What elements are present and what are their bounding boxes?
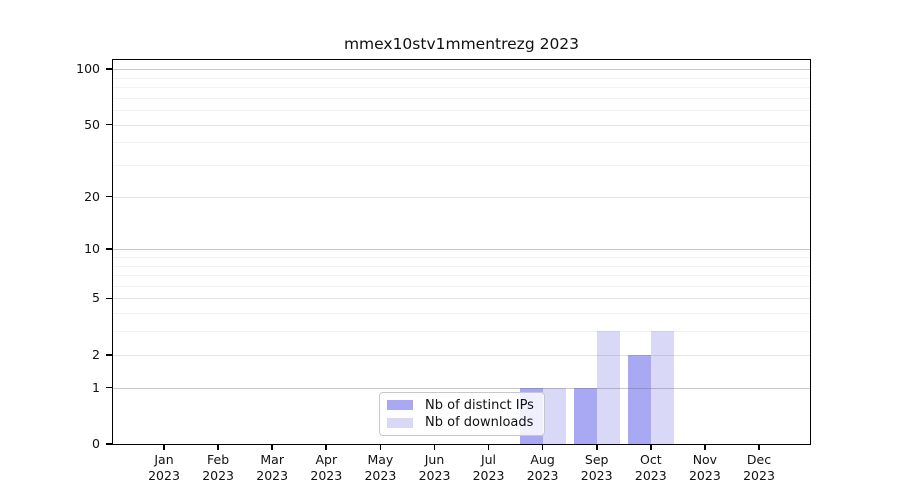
y-tick-label-5: 5	[92, 290, 100, 306]
x-tick-aug	[541, 444, 544, 450]
x-tick-label-sep: Sep 2023	[565, 452, 629, 483]
x-tick-label-year: 2023	[743, 467, 775, 483]
x-tick-sep	[595, 444, 598, 450]
plot-area: Nb of distinct IPs Nb of downloads	[112, 59, 811, 445]
bar-nb-of-downloads-aug	[542, 387, 566, 444]
y-tick-1	[106, 386, 113, 389]
gridline-10	[113, 249, 810, 251]
x-tick-label-year: 2023	[364, 467, 397, 483]
x-tick-label-may: May 2023	[348, 452, 412, 483]
gridline-minor-7	[113, 275, 810, 276]
x-tick-mar	[271, 444, 274, 450]
x-tick-may	[379, 444, 382, 450]
gridline-minor-9	[113, 256, 810, 258]
chart-title: mmex10stv1mmentrezg 2023	[343, 35, 580, 53]
x-tick-label-jul: Jul 2023	[457, 452, 521, 483]
x-tick-label-jan: Jan 2023	[132, 452, 196, 483]
x-tick-label-month: Apr	[315, 452, 338, 467]
y-tick-label-20: 20	[84, 188, 100, 204]
gridline-1	[113, 387, 810, 389]
gridline-2	[113, 354, 810, 356]
x-tick-label-month: Jun	[424, 452, 445, 467]
x-tick-label-dec: Dec 2023	[727, 452, 791, 483]
x-tick-label-year: 2023	[472, 467, 505, 483]
gridline-minor-70	[113, 97, 810, 99]
x-tick-label-month: Jul	[480, 452, 497, 467]
gridline-minor-3	[113, 331, 810, 333]
y-tick-label-2: 2	[92, 346, 100, 362]
y-tick-5	[106, 297, 113, 300]
bar-nb-of-distinct-ips-oct	[627, 354, 651, 444]
x-tick-label-year: 2023	[688, 467, 721, 483]
y-tick-10	[106, 248, 113, 250]
legend: Nb of distinct IPs Nb of downloads	[379, 392, 545, 436]
x-tick-feb	[217, 444, 219, 450]
x-tick-label-month: Dec	[746, 452, 772, 467]
y-tick-100	[106, 68, 113, 70]
x-tick-label-nov: Nov 2023	[673, 452, 737, 483]
x-tick-apr	[325, 444, 328, 450]
y-tick-label-10: 10	[84, 241, 100, 257]
x-tick-label-year: 2023	[256, 467, 289, 483]
x-tick-label-year: 2023	[580, 467, 613, 483]
x-tick-label-month: Feb	[207, 452, 230, 467]
gridline-minor-40	[113, 142, 810, 144]
bar-nb-of-distinct-ips-sep	[573, 387, 597, 444]
x-tick-oct	[649, 444, 652, 450]
x-tick-label-month: Aug	[530, 452, 555, 467]
gridline-minor-90	[113, 77, 810, 79]
x-tick-nov	[704, 444, 706, 450]
x-tick-label-feb: Feb 2023	[186, 452, 250, 483]
gridline-minor-8	[113, 265, 810, 267]
bar-nb-of-downloads-oct	[650, 331, 674, 444]
bar-nb-of-downloads-sep	[596, 331, 620, 444]
x-tick-label-year: 2023	[310, 467, 343, 483]
gridline-minor-4	[113, 313, 810, 315]
x-tick-label-month: Nov	[692, 452, 718, 467]
gridline-5	[113, 298, 810, 300]
y-tick-0	[106, 443, 113, 445]
x-tick-jan	[163, 444, 165, 450]
y-tick-label-50: 50	[84, 116, 100, 132]
gridline-minor-6	[113, 285, 810, 287]
gridline-20	[113, 196, 810, 198]
y-tick-label-1: 1	[92, 379, 100, 395]
legend-item-nb-of-downloads: Nb of downloads	[387, 415, 538, 430]
gridline-minor-80	[113, 86, 810, 88]
x-tick-label-month: Oct	[639, 452, 662, 467]
x-tick-jul	[487, 444, 490, 450]
x-tick-label-month: May	[367, 452, 394, 467]
y-tick-50	[106, 123, 113, 126]
x-tick-label-month: Jan	[154, 452, 174, 467]
gridline-100	[113, 69, 810, 70]
x-tick-dec	[758, 444, 760, 450]
x-tick-label-month: Mar	[260, 452, 284, 467]
gridline-50	[113, 124, 810, 126]
x-tick-label-year: 2023	[202, 467, 234, 483]
legend-item-nb-of-distinct-ips: Nb of distinct IPs	[387, 398, 538, 413]
x-tick-label-apr: Apr 2023	[294, 452, 358, 483]
x-tick-label-mar: Mar 2023	[240, 452, 304, 483]
x-tick-label-year: 2023	[418, 467, 451, 483]
x-tick-label-jun: Jun 2023	[403, 452, 467, 483]
x-tick-label-month: Sep	[584, 452, 609, 467]
x-tick-label-year: 2023	[526, 467, 559, 483]
y-tick-label-100: 100	[76, 61, 100, 76]
legend-swatch-nb-of-distinct-ips	[387, 400, 413, 411]
gridline-minor-60	[113, 110, 810, 111]
gridline-minor-30	[113, 165, 810, 166]
legend-label-nb-of-distinct-ips: Nb of distinct IPs	[425, 397, 534, 413]
x-tick-label-oct: Oct 2023	[619, 452, 683, 483]
y-tick-label-0: 0	[92, 436, 100, 451]
y-tick-20	[106, 195, 113, 198]
x-tick-label-year: 2023	[634, 467, 667, 483]
y-tick-2	[106, 353, 113, 356]
legend-swatch-nb-of-downloads	[387, 417, 413, 428]
x-tick-jun	[433, 444, 436, 450]
x-tick-label-year: 2023	[148, 467, 180, 483]
legend-label-nb-of-downloads: Nb of downloads	[425, 415, 534, 431]
x-tick-label-aug: Aug 2023	[511, 452, 575, 483]
